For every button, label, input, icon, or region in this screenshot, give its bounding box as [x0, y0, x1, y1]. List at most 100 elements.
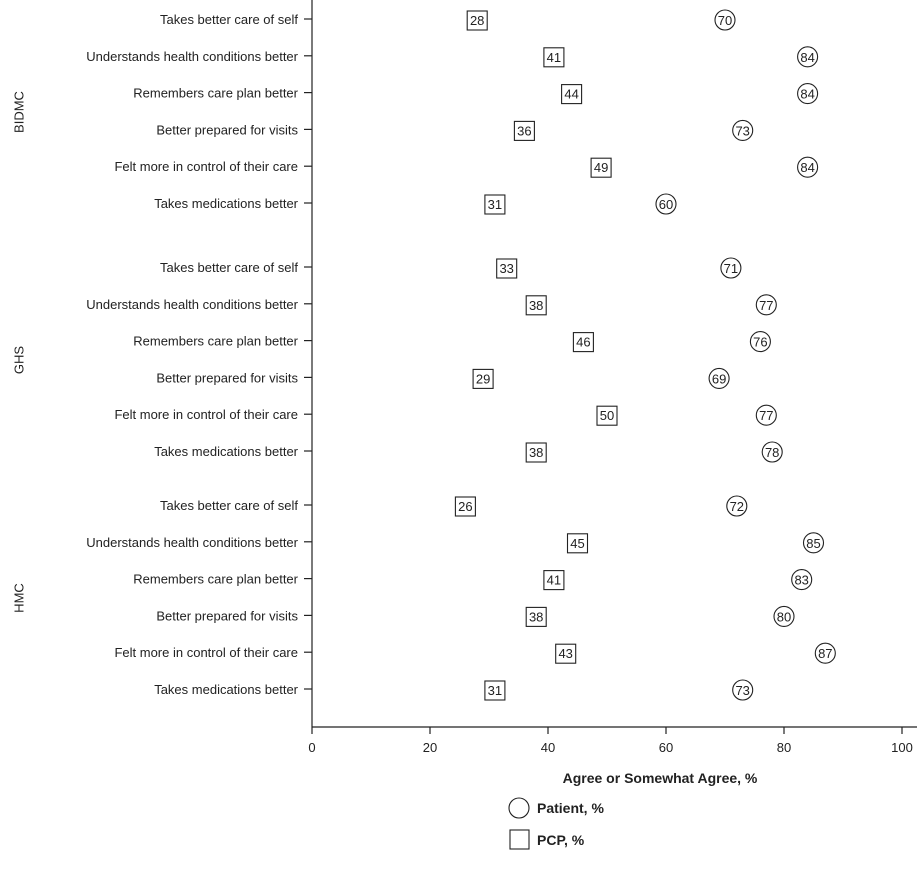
pcp-marker — [472, 368, 494, 389]
patient-marker — [773, 605, 795, 627]
category-label: Better prepared for visits — [156, 122, 298, 137]
pcp-value-label: 49 — [594, 160, 608, 175]
x-tick-label: 100 — [891, 740, 913, 755]
category-label: Understands health conditions better — [86, 535, 298, 550]
category-label: Remembers care plan better — [133, 572, 298, 587]
pcp-value-label: 41 — [547, 573, 561, 588]
legend-patient-label: Patient, % — [537, 800, 604, 816]
x-tick-label: 20 — [423, 740, 437, 755]
patient-marker — [797, 156, 819, 178]
patient-value-label: 71 — [724, 261, 738, 276]
category-label: Felt more in control of their care — [114, 645, 298, 660]
pcp-marker — [525, 606, 547, 627]
pcp-value-label: 28 — [470, 13, 484, 28]
pcp-marker — [543, 570, 565, 591]
group-label-hmc: HMC — [12, 583, 27, 613]
patient-marker — [802, 532, 825, 554]
pcp-value-label: 44 — [564, 87, 578, 102]
category-label: Felt more in control of their care — [114, 159, 298, 174]
pcp-value-label: 43 — [558, 646, 572, 661]
pcp-marker — [555, 643, 577, 664]
category-label: Better prepared for visits — [156, 370, 298, 385]
patient-value-label: 73 — [735, 123, 749, 138]
pcp-marker — [596, 405, 618, 426]
pcp-value-label: 31 — [488, 197, 502, 212]
pcp-marker — [590, 157, 612, 178]
patient-value-label: 72 — [730, 499, 744, 514]
x-axis-title: Agree or Somewhat Agree, % — [563, 770, 758, 786]
patient-marker — [720, 257, 742, 279]
pcp-marker — [566, 533, 589, 554]
patient-value-label: 83 — [794, 573, 808, 588]
x-tick-label: 60 — [659, 740, 673, 755]
patient-marker — [761, 441, 783, 463]
pcp-marker — [525, 442, 547, 463]
pcp-marker — [454, 496, 476, 517]
patient-value-label: 76 — [753, 335, 767, 350]
patient-value-label: 60 — [659, 197, 673, 212]
patient-marker — [791, 569, 813, 591]
patient-marker — [708, 367, 730, 389]
pcp-marker — [496, 258, 518, 279]
x-tick-label: 40 — [541, 740, 555, 755]
category-label: Takes medications better — [154, 196, 298, 211]
group-label-bidmc: BIDMC — [12, 91, 27, 133]
legend: Patient, % PCP, % — [508, 797, 604, 850]
patient-marker — [732, 679, 754, 701]
pcp-value-label: 38 — [529, 445, 543, 460]
category-label: Takes medications better — [154, 682, 298, 697]
patient-value-label: 77 — [759, 408, 773, 423]
legend-pcp-label: PCP, % — [537, 832, 585, 848]
x-tick-label: 0 — [308, 740, 315, 755]
patient-marker — [749, 331, 771, 353]
pcp-marker — [484, 194, 506, 215]
patient-marker — [797, 83, 819, 105]
pcp-marker — [466, 10, 488, 31]
patient-value-label: 77 — [759, 298, 773, 313]
category-label: Understands health conditions better — [86, 49, 298, 64]
patient-marker — [814, 642, 836, 664]
category-label: Takes better care of self — [160, 260, 298, 275]
patient-value-label: 80 — [777, 609, 791, 624]
pcp-value-label: 36 — [517, 123, 531, 138]
pcp-value-label: 46 — [576, 335, 590, 350]
patient-value-label: 78 — [765, 445, 779, 460]
group-label-ghs: GHS — [12, 346, 27, 375]
pcp-value-label: 50 — [600, 408, 614, 423]
patient-marker — [726, 495, 748, 517]
patient-value-label: 87 — [818, 646, 832, 661]
pcp-marker — [572, 332, 594, 353]
patient-marker — [797, 46, 819, 68]
pcp-value-label: 29 — [476, 371, 490, 386]
pcp-marker — [484, 680, 506, 701]
patient-value-label: 73 — [735, 683, 749, 698]
x-tick-label: 80 — [777, 740, 791, 755]
pcp-value-label: 45 — [570, 536, 584, 551]
category-label: Takes better care of self — [160, 498, 298, 513]
patient-value-label: 69 — [712, 371, 726, 386]
patient-value-label: 70 — [718, 13, 732, 28]
patient-marker — [755, 404, 777, 426]
pcp-marker — [543, 47, 565, 68]
category-label: Takes better care of self — [160, 12, 298, 27]
legend-pcp-marker — [509, 829, 530, 850]
patient-marker — [655, 193, 677, 215]
legend-patient-marker — [508, 797, 530, 819]
pcp-value-label: 31 — [488, 683, 502, 698]
pcp-value-label: 38 — [529, 609, 543, 624]
pcp-marker — [525, 295, 547, 316]
patient-marker — [755, 294, 777, 316]
category-label: Better prepared for visits — [156, 608, 298, 623]
pcp-value-label: 33 — [499, 261, 513, 276]
pcp-value-label: 41 — [547, 50, 561, 65]
pcp-value-label: 38 — [529, 298, 543, 313]
category-label: Remembers care plan better — [133, 86, 298, 101]
category-label: Felt more in control of their care — [114, 407, 298, 422]
patient-value-label: 85 — [806, 536, 820, 551]
patient-marker — [732, 119, 754, 141]
patient-marker — [714, 9, 736, 31]
category-label: Takes medications better — [154, 444, 298, 459]
pcp-value-label: 26 — [458, 499, 472, 514]
plot-area: 0 20 40 60 80 100 BIDMC Takes better care of se… — [12, 0, 917, 755]
